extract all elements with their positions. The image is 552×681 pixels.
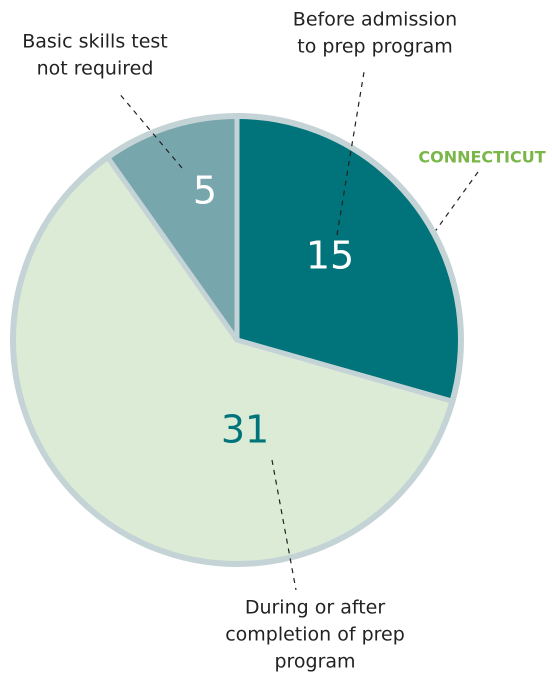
category-label: Basic skills test [22,31,168,53]
leader-line [336,71,365,236]
leader-line [271,459,297,591]
value-label: 15 [306,234,354,278]
category-label: completion of prep [225,624,405,646]
leader-line [417,171,479,256]
category-label: program [274,651,355,673]
annotation: CONNECTICUT [418,148,545,167]
category-label: not required [37,58,154,80]
category-label: During or after [245,597,386,619]
category-label: Before admission [293,9,457,31]
value-label: 31 [221,408,269,452]
pie-border [10,113,464,567]
value-label: 5 [193,169,217,213]
leader-line [117,91,183,169]
category-label: to prep program [297,36,452,58]
